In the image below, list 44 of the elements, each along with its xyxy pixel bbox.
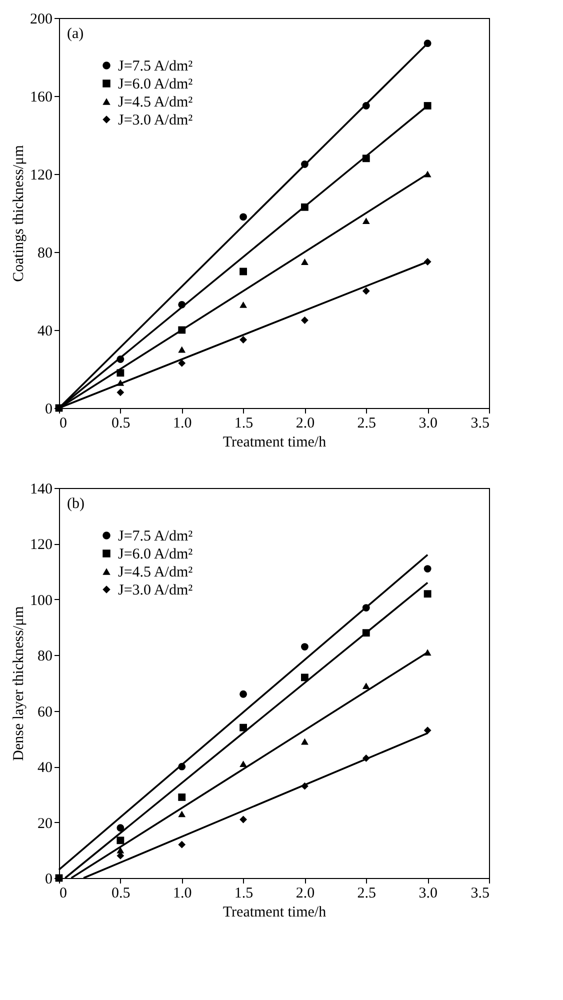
legend-label: J=4.5 A/dm² (118, 564, 194, 580)
x-tick-label: 1.5 (234, 886, 254, 902)
x-tick-label: 1.5 (234, 416, 254, 432)
y-tick-label: 40 (38, 324, 52, 340)
legend-label: J=4.5 A/dm² (118, 94, 194, 110)
y-tick-label: 120 (30, 168, 52, 184)
x-tick-label: 0.5 (112, 416, 130, 432)
x-tick-label: 3.0 (418, 416, 438, 432)
x-tick-label: 3.5 (470, 886, 490, 902)
x-tick-label: 0 (60, 416, 67, 432)
x-tick-label: 2.5 (357, 886, 376, 902)
legend-label: J=3.0 A/dm² (118, 112, 194, 128)
y-tick-label: 120 (30, 537, 52, 554)
x-tick-label: 2.5 (357, 416, 376, 432)
x-tick-label: 3.0 (418, 886, 438, 902)
legend-label: J=7.5 A/dm² (118, 528, 194, 544)
x-tick-label: 2.0 (296, 886, 315, 902)
legend-label: J=6.0 A/dm² (118, 76, 194, 92)
x-axis-title: Treatment time/h (222, 904, 327, 920)
x-tick-label: 1.0 (172, 886, 192, 902)
x-axis-title: Treatment time/h (222, 434, 327, 450)
y-axis-title: Coatings thickness/μm (11, 144, 27, 282)
annotation: (b) (67, 496, 84, 512)
y-tick-label: 0 (45, 402, 52, 418)
y-tick-label: 20 (38, 816, 52, 832)
x-tick-label: 2.0 (296, 416, 315, 432)
y-tick-label: 80 (38, 648, 52, 665)
y-tick-label: 140 (30, 482, 52, 498)
y-tick-label: 200 (30, 12, 52, 28)
y-axis-title: Dense layer thickness/μm (11, 606, 27, 761)
x-tick-label: 0 (60, 886, 67, 902)
x-tick-label: 0.5 (112, 886, 130, 902)
y-tick-label: 40 (38, 760, 52, 776)
legend-label: J=3.0 A/dm² (118, 582, 194, 598)
y-tick-label: 100 (30, 592, 52, 609)
annotation: (a) (67, 26, 84, 42)
x-tick-label: 3.5 (470, 416, 490, 432)
x-tick-label: 1.0 (172, 416, 192, 432)
y-tick-label: 60 (38, 704, 52, 720)
y-tick-label: 160 (30, 90, 52, 106)
y-tick-label: 80 (38, 246, 52, 262)
legend-label: J=6.0 A/dm² (118, 546, 194, 562)
legend-label: J=7.5 A/dm² (118, 58, 194, 74)
y-tick-label: 0 (45, 872, 52, 888)
